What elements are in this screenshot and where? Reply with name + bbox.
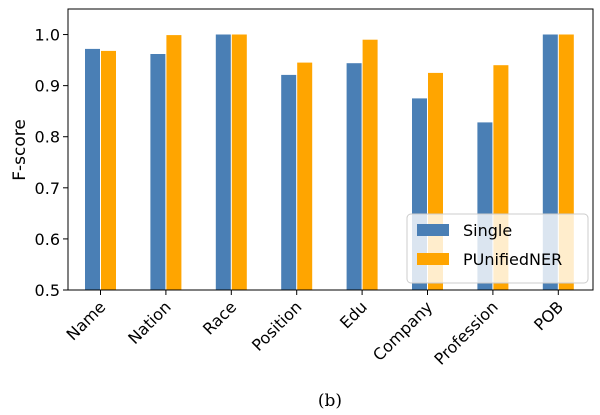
bar-single-nation [150, 54, 166, 290]
x-tick-label: POB [530, 297, 567, 334]
y-axis-label: F-score [10, 119, 30, 181]
x-tick-label: Name [63, 297, 110, 344]
legend-box [406, 213, 589, 284]
bar-punifiedner-position [297, 62, 313, 290]
legend-label-single: Single [463, 221, 512, 240]
y-tick-label: 0.5 [35, 281, 60, 300]
x-tick-label: Profession [430, 297, 501, 368]
legend-swatch-single [417, 224, 449, 236]
bar-single-edu [346, 63, 362, 291]
legend: Single PUnifiedNER [406, 213, 589, 284]
bar-single-name [85, 48, 100, 291]
x-tick-label: Edu [336, 297, 371, 332]
x-tick-label: Nation [124, 297, 175, 348]
figure-caption: (b) [318, 391, 342, 411]
x-tick-label: Race [199, 297, 240, 338]
x-axis: Name Nation Race Position EduCompanyProfessi… [63, 290, 567, 369]
x-tick-label: Company [369, 297, 436, 364]
y-tick-label: 0.8 [35, 128, 60, 147]
y-tick-label: 1.0 [35, 26, 60, 45]
bar-punifiedner-nation [166, 35, 182, 290]
bar-single-race [215, 34, 231, 290]
y-tick-label: 0.6 [35, 230, 60, 249]
legend-label-punifiedner: PUnifiedNER [463, 250, 562, 269]
bar-punifiedner-race [231, 34, 247, 290]
legend-swatch-punifiedner [417, 253, 449, 265]
y-axis: 0.5 0.6 0.7 0.8 0.9 1.0 [35, 26, 68, 300]
plot-frame [67, 8, 594, 291]
y-tick-label: 0.9 [35, 77, 60, 96]
x-tick-label: Position [248, 297, 305, 354]
bar-punifiedner-edu [362, 39, 378, 291]
y-tick-label: 0.7 [35, 179, 60, 198]
bar-single-position [281, 74, 297, 291]
bar-punifiedner-name [101, 50, 116, 291]
